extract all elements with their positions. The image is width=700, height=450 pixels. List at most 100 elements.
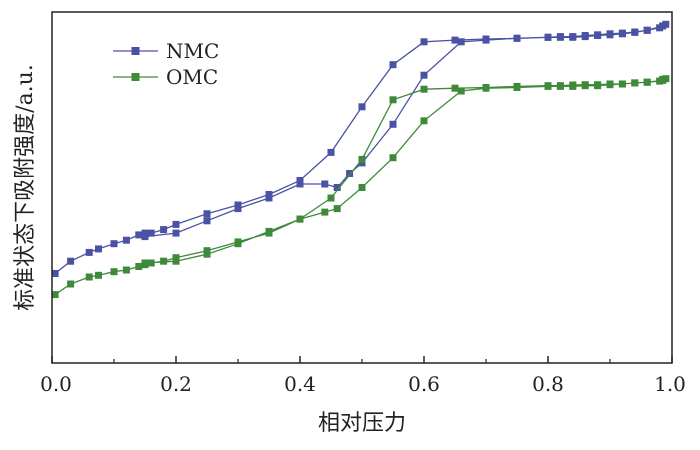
data-point-nmc bbox=[110, 240, 118, 248]
data-point-omc bbox=[513, 84, 521, 91]
data-point-nmc bbox=[333, 184, 341, 191]
legend-label: OMC bbox=[166, 65, 218, 89]
ticks-layer: 0.0 0.2 0.4 0.6 0.8 1.0 bbox=[40, 356, 686, 396]
data-point-omc bbox=[659, 76, 667, 84]
data-point-omc bbox=[618, 80, 626, 88]
data-point-omc bbox=[631, 79, 639, 87]
data-point-nmc bbox=[389, 61, 397, 69]
data-point-nmc bbox=[457, 38, 465, 46]
data-point-nmc bbox=[172, 220, 180, 228]
data-point-nmc bbox=[659, 22, 667, 30]
x-axis-title: 相对压力 bbox=[318, 411, 406, 436]
data-point-omc bbox=[420, 117, 428, 125]
data-point-omc bbox=[569, 82, 577, 90]
data-point-omc bbox=[556, 82, 564, 90]
data-point-nmc bbox=[160, 226, 168, 234]
data-point-omc bbox=[141, 259, 149, 267]
data-point-omc bbox=[327, 194, 335, 202]
data-point-omc bbox=[95, 271, 102, 279]
data-point-nmc bbox=[451, 36, 459, 44]
data-point-omc bbox=[544, 82, 552, 90]
data-point-omc bbox=[67, 280, 75, 288]
data-point-omc bbox=[581, 82, 589, 90]
x-tick-label: 0.2 bbox=[160, 372, 192, 396]
data-point-omc bbox=[296, 215, 304, 223]
x-tick-label: 0.6 bbox=[408, 372, 440, 396]
legend-item-omc: OMC bbox=[113, 65, 218, 89]
data-point-omc bbox=[482, 84, 490, 92]
data-point-nmc bbox=[141, 233, 149, 241]
data-point-omc bbox=[147, 259, 155, 267]
series-omc bbox=[51, 75, 670, 299]
data-point-nmc bbox=[67, 257, 75, 265]
data-point-omc bbox=[643, 78, 651, 86]
data-point-nmc bbox=[135, 231, 143, 239]
legend-marker bbox=[131, 47, 140, 55]
data-point-nmc bbox=[321, 180, 329, 188]
x-tick-label: 0.0 bbox=[40, 372, 72, 396]
legend-item-nmc: NMC bbox=[113, 39, 219, 63]
data-point-omc bbox=[606, 81, 614, 89]
x-tick-label: 0.4 bbox=[284, 372, 316, 396]
data-point-nmc bbox=[234, 205, 242, 213]
data-point-omc bbox=[203, 250, 211, 258]
data-point-nmc bbox=[296, 180, 304, 188]
data-point-nmc bbox=[389, 120, 397, 128]
data-point-nmc bbox=[594, 32, 602, 39]
series-nmc bbox=[51, 20, 670, 277]
data-point-nmc bbox=[556, 33, 564, 41]
data-point-omc bbox=[160, 257, 168, 265]
data-point-nmc bbox=[581, 33, 589, 41]
data-point-nmc bbox=[420, 38, 428, 46]
y-axis-title: 标准状态下吸附强度/a.u. bbox=[13, 64, 38, 311]
data-point-omc bbox=[265, 227, 273, 235]
data-point-nmc bbox=[234, 201, 242, 209]
data-point-omc bbox=[122, 266, 130, 274]
legend-label: NMC bbox=[166, 39, 219, 63]
series-line-omc bbox=[54, 78, 667, 296]
data-point-nmc bbox=[85, 248, 93, 256]
data-point-nmc bbox=[95, 245, 102, 253]
data-point-nmc bbox=[203, 210, 211, 218]
data-point-omc bbox=[135, 263, 143, 270]
data-point-omc bbox=[358, 155, 366, 163]
x-tick-label: 1.0 bbox=[654, 372, 686, 396]
data-point-nmc bbox=[346, 170, 354, 177]
data-point-nmc bbox=[643, 26, 651, 34]
data-point-nmc bbox=[569, 33, 577, 41]
data-point-omc bbox=[594, 82, 602, 90]
data-point-omc bbox=[457, 87, 465, 95]
data-point-omc bbox=[172, 257, 180, 265]
data-point-nmc bbox=[513, 34, 521, 42]
data-point-nmc bbox=[327, 148, 335, 156]
x-tick-label: 0.8 bbox=[532, 372, 564, 396]
data-point-omc bbox=[358, 184, 366, 191]
data-point-omc bbox=[321, 208, 329, 216]
data-point-nmc bbox=[544, 33, 552, 41]
data-point-omc bbox=[51, 291, 59, 299]
data-point-nmc bbox=[606, 31, 614, 39]
data-point-omc bbox=[451, 84, 459, 92]
data-point-nmc bbox=[265, 194, 273, 202]
data-point-nmc bbox=[147, 229, 155, 237]
data-point-nmc bbox=[482, 36, 490, 44]
data-point-nmc bbox=[203, 217, 211, 225]
data-point-nmc bbox=[618, 30, 626, 38]
data-point-nmc bbox=[631, 28, 639, 36]
data-point-omc bbox=[389, 154, 397, 162]
data-point-omc bbox=[110, 268, 118, 276]
data-point-nmc bbox=[172, 229, 180, 237]
data-point-nmc bbox=[358, 103, 366, 111]
series-layer bbox=[51, 20, 670, 299]
legend-marker bbox=[131, 73, 140, 81]
data-point-nmc bbox=[51, 270, 59, 277]
data-point-omc bbox=[234, 240, 242, 248]
data-point-nmc bbox=[122, 236, 130, 244]
data-point-omc bbox=[85, 273, 93, 281]
data-point-nmc bbox=[420, 71, 428, 79]
data-point-omc bbox=[420, 85, 428, 93]
data-point-omc bbox=[389, 96, 397, 104]
